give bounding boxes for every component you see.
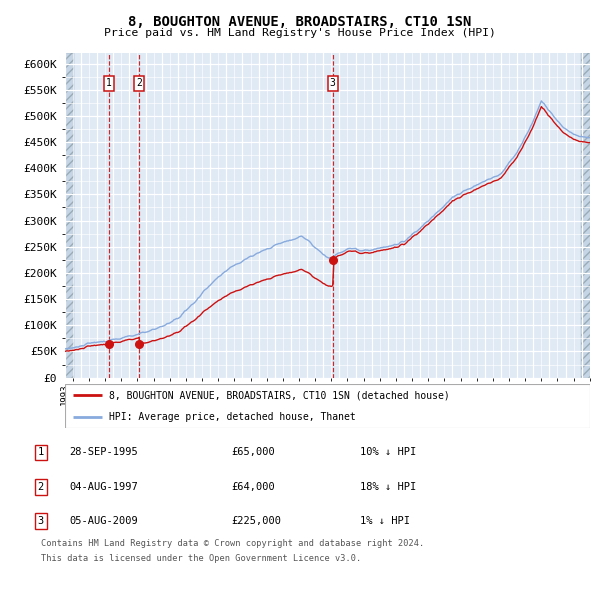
Text: 3: 3 <box>38 516 44 526</box>
Text: 3: 3 <box>330 78 336 88</box>
Text: HPI: Average price, detached house, Thanet: HPI: Average price, detached house, Than… <box>109 412 356 422</box>
Text: 1% ↓ HPI: 1% ↓ HPI <box>360 516 410 526</box>
Text: 2: 2 <box>38 481 44 491</box>
Text: 10% ↓ HPI: 10% ↓ HPI <box>360 447 416 457</box>
Text: Price paid vs. HM Land Registry's House Price Index (HPI): Price paid vs. HM Land Registry's House … <box>104 28 496 38</box>
Text: £225,000: £225,000 <box>231 516 281 526</box>
Text: 04-AUG-1997: 04-AUG-1997 <box>69 481 138 491</box>
Text: 28-SEP-1995: 28-SEP-1995 <box>69 447 138 457</box>
Bar <box>581 53 590 378</box>
Text: £65,000: £65,000 <box>231 447 275 457</box>
Text: 1: 1 <box>106 78 112 88</box>
Text: 8, BOUGHTON AVENUE, BROADSTAIRS, CT10 1SN (detached house): 8, BOUGHTON AVENUE, BROADSTAIRS, CT10 1S… <box>109 390 450 400</box>
Text: Contains HM Land Registry data © Crown copyright and database right 2024.: Contains HM Land Registry data © Crown c… <box>41 539 424 548</box>
Text: 8, BOUGHTON AVENUE, BROADSTAIRS, CT10 1SN: 8, BOUGHTON AVENUE, BROADSTAIRS, CT10 1S… <box>128 15 472 29</box>
Text: £64,000: £64,000 <box>231 481 275 491</box>
Text: 18% ↓ HPI: 18% ↓ HPI <box>360 481 416 491</box>
Text: This data is licensed under the Open Government Licence v3.0.: This data is licensed under the Open Gov… <box>41 554 361 563</box>
Text: 2: 2 <box>136 78 142 88</box>
Bar <box>581 53 590 378</box>
Bar <box>65 53 74 378</box>
Text: 1: 1 <box>38 447 44 457</box>
Bar <box>65 53 74 378</box>
Text: 05-AUG-2009: 05-AUG-2009 <box>69 516 138 526</box>
